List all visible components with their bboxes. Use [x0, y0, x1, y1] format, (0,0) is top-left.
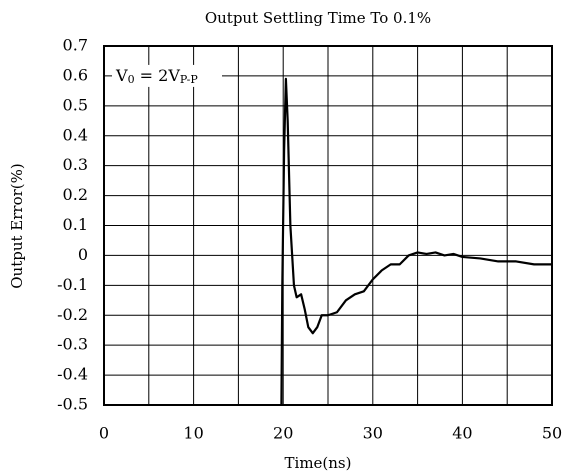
y-tick-label: 0	[78, 245, 88, 264]
annotation-part: = 2V	[135, 65, 181, 84]
y-tick-label: -0.1	[57, 275, 88, 294]
data-line	[280, 77, 552, 406]
annotation-bg	[112, 64, 222, 87]
x-tick-label: 50	[542, 424, 562, 443]
y-tick-label: 0.6	[63, 65, 88, 84]
y-tick-label: -0.4	[57, 365, 88, 384]
x-axis-label: Time(ns)	[285, 454, 352, 472]
y-tick-label: 0.1	[63, 215, 88, 234]
y-tick-label: 0.2	[63, 185, 88, 204]
x-tick-label: 30	[363, 424, 383, 443]
plot-frame	[103, 45, 553, 406]
chart-title: Output Settling Time To 0.1%	[205, 9, 431, 27]
y-tick-label: -0.2	[57, 305, 88, 324]
y-tick-label: -0.3	[57, 335, 88, 354]
x-tick-label: 0	[99, 424, 109, 443]
x-tick-label: 40	[452, 424, 472, 443]
x-tick-label: 20	[273, 424, 293, 443]
annotation: V0 = 2VP-P	[115, 65, 198, 86]
y-tick-label: -0.5	[57, 395, 88, 414]
annotation-part: 0	[128, 73, 135, 86]
y-tick-label: 0.5	[63, 95, 88, 114]
y-tick-label: 0.4	[63, 125, 88, 144]
y-tick-label: 0.3	[63, 155, 88, 174]
annotation-part: P-P	[180, 73, 199, 86]
y-axis-label: Output Error(%)	[8, 163, 26, 289]
x-tick-label: 10	[183, 424, 203, 443]
y-tick-label: 0.7	[63, 36, 88, 55]
annotation-part: V	[115, 65, 128, 84]
